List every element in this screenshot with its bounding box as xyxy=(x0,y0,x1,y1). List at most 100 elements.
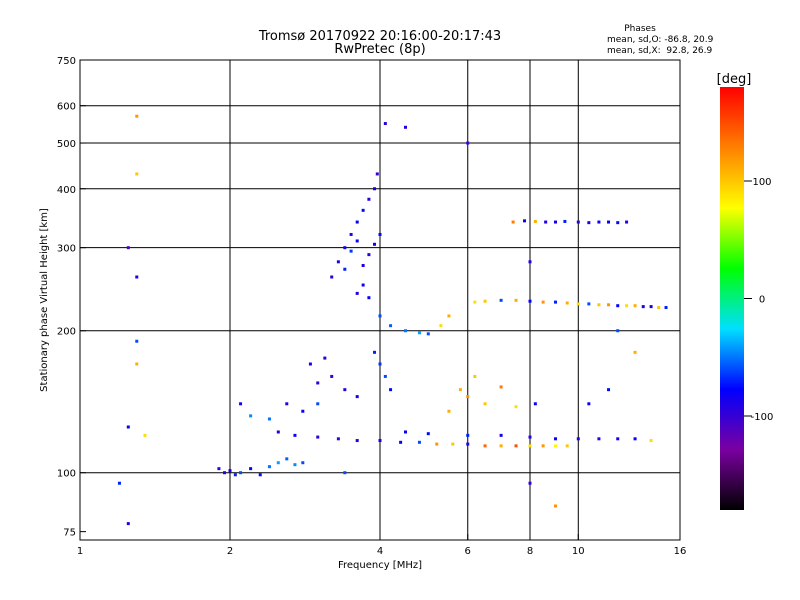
data-point xyxy=(553,437,557,441)
data-point xyxy=(301,461,305,465)
data-point xyxy=(373,187,377,191)
data-point xyxy=(616,304,620,308)
data-point xyxy=(285,402,289,406)
data-point xyxy=(373,350,377,354)
data-point xyxy=(389,324,393,328)
data-point xyxy=(565,301,569,305)
colorbar-tick-label: 100 xyxy=(752,177,771,188)
data-point xyxy=(355,291,359,295)
data-point xyxy=(499,444,503,448)
colorbar-ramp xyxy=(720,87,744,510)
colorbar-tick-label: -100 xyxy=(751,412,774,423)
data-point xyxy=(316,402,320,406)
data-point xyxy=(267,465,271,469)
data-point xyxy=(528,481,532,485)
data-point xyxy=(514,298,518,302)
colorbar-tick-label: 0 xyxy=(759,295,765,306)
data-point xyxy=(403,329,407,333)
data-point xyxy=(625,220,629,224)
data-point xyxy=(383,122,387,126)
data-point xyxy=(533,402,537,406)
data-point xyxy=(378,314,382,318)
data-point xyxy=(649,439,653,443)
data-point xyxy=(293,433,297,437)
data-point xyxy=(514,405,518,409)
data-point xyxy=(378,439,382,443)
data-point xyxy=(239,471,243,475)
data-point xyxy=(587,302,591,306)
data-point xyxy=(528,435,532,439)
data-point xyxy=(323,356,327,360)
data-point xyxy=(499,298,503,302)
data-point xyxy=(399,440,403,444)
data-point xyxy=(343,246,347,250)
data-point xyxy=(249,467,253,471)
data-point xyxy=(466,395,470,399)
data-point xyxy=(349,249,353,253)
data-point xyxy=(355,395,359,399)
stats-o-line: mean, sd,O: -86.8, 20.9 xyxy=(607,35,714,45)
data-point xyxy=(426,332,430,336)
data-point xyxy=(285,457,289,461)
data-point xyxy=(355,239,359,243)
data-point xyxy=(533,219,537,223)
y-tick-label: 500 xyxy=(57,139,76,150)
y-axis-ticks: 75 100 200 300 400 500 600 750 xyxy=(57,56,86,539)
data-point xyxy=(301,409,305,413)
data-point xyxy=(607,220,611,224)
data-point xyxy=(633,437,637,441)
chart-subtitle: RwPretec (8p) xyxy=(334,42,425,57)
data-point xyxy=(616,221,620,225)
data-point xyxy=(563,219,567,223)
data-point xyxy=(587,402,591,406)
x-tick-label: 16 xyxy=(674,546,687,557)
data-point xyxy=(361,283,365,287)
data-point xyxy=(483,402,487,406)
data-point xyxy=(375,172,379,176)
data-point xyxy=(473,374,477,378)
data-point xyxy=(389,388,393,392)
data-point xyxy=(336,437,340,441)
stats-x-line: mean, sd,X: 92.8, 26.9 xyxy=(607,46,713,56)
data-point xyxy=(239,402,243,406)
data-point xyxy=(316,381,320,385)
data-point xyxy=(435,442,439,446)
x-tick-label: 2 xyxy=(227,546,233,557)
data-point xyxy=(541,444,545,448)
data-point xyxy=(499,385,503,389)
data-point xyxy=(378,362,382,366)
y-tick-label: 600 xyxy=(57,102,76,113)
data-point xyxy=(649,305,653,309)
data-point xyxy=(223,471,227,475)
data-point xyxy=(576,220,580,224)
x-axis-label: Frequency [MHz] xyxy=(338,560,422,571)
data-point xyxy=(258,473,262,477)
data-point xyxy=(439,324,443,328)
data-point xyxy=(523,219,527,223)
data-point xyxy=(293,463,297,467)
data-point xyxy=(514,444,518,448)
colorbar: [deg] 100 0 -100 xyxy=(717,72,774,510)
data-point xyxy=(597,437,601,441)
data-point xyxy=(576,302,580,306)
x-tick-label: 8 xyxy=(527,546,533,557)
data-point xyxy=(355,220,359,224)
data-point xyxy=(367,296,371,300)
data-point xyxy=(466,442,470,446)
data-point xyxy=(553,504,557,508)
data-point xyxy=(343,471,347,475)
x-tick-label: 10 xyxy=(572,546,585,557)
data-point xyxy=(228,469,232,473)
y-tick-label: 300 xyxy=(57,244,76,255)
y-tick-label: 200 xyxy=(57,327,76,338)
data-point xyxy=(553,300,557,304)
x-axis-ticks: 1 2 4 6 8 10 16 xyxy=(77,534,687,557)
data-point xyxy=(597,220,601,224)
data-point xyxy=(587,221,591,225)
data-point xyxy=(483,299,487,303)
data-point xyxy=(528,260,532,264)
data-point xyxy=(383,374,387,378)
data-point xyxy=(447,314,451,318)
y-tick-label: 100 xyxy=(57,469,76,480)
data-point xyxy=(135,275,139,279)
